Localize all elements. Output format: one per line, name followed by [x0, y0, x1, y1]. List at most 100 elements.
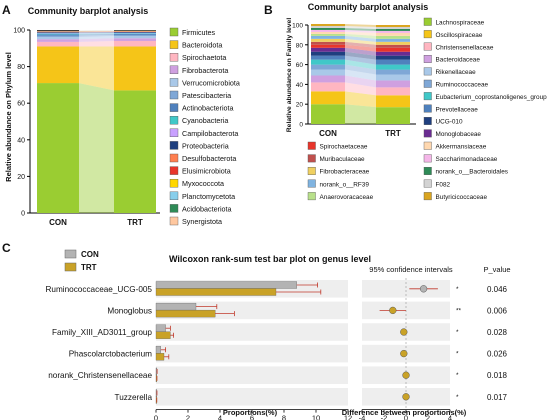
y-tick-label: 0: [21, 211, 25, 218]
legend-swatch-proteobacteria: [169, 141, 179, 150]
ci-point-norank-christensenellaceae: [402, 371, 410, 379]
bar-segment-trt-campilobacterota: [114, 32, 156, 34]
bar-segment-trt-monoglobaceae: [376, 51, 410, 56]
bar-link-campilobacterota: [79, 32, 114, 34]
legend-swatch-prevotellaceae: [423, 104, 432, 113]
y-tick-label: 100: [292, 23, 303, 30]
bar-link-ruminococcaceae: [345, 64, 376, 75]
legend-swatch-verrucomicrobiota: [169, 78, 179, 87]
legend-label-akkermansiaceae: Akkermansiaceae: [436, 144, 487, 151]
bar-link-ucg-010: [345, 51, 376, 60]
bar-segment-con-lachnospiraceae: [311, 104, 345, 124]
legend-label-campilobacterota: Campilobacterota: [182, 129, 238, 138]
bar-link-monoglobaceae: [345, 47, 376, 56]
bar-con-norank-christensenellaceae: [155, 367, 157, 376]
bar-link-norank-o-bacteroidales: [345, 27, 376, 31]
y-tick-label: 80: [296, 42, 304, 49]
bar-link-spirochaetota: [79, 40, 114, 47]
bar-link-fibrobacteraceae: [345, 38, 376, 45]
ci-x-tick-label: -4: [359, 414, 366, 420]
bar-link-rikenellaceae: [345, 69, 376, 81]
panel-label-a: A: [2, 3, 11, 17]
legend-label-spirochaetaceae: Spirochaetaceae: [320, 144, 368, 151]
y-tick-label: 60: [296, 62, 304, 69]
chart-a-bars: [37, 30, 156, 213]
legend-label-synergistota: Synergistota: [182, 217, 222, 226]
bar-trt-family-xiii-ad3011-group: [155, 331, 171, 339]
legend-swatch-saccharimonadaceae: [423, 154, 432, 163]
chart-b-title: Community barplot analysis: [308, 2, 429, 12]
bar-segment-trt-norank-o-rf39: [376, 38, 410, 42]
bar-segment-trt-christensenellaceae: [376, 87, 410, 96]
category-label-tuzzerella: Tuzzerella: [115, 393, 153, 402]
y-tick-label: 40: [296, 82, 304, 89]
x-tick-label: 6: [250, 414, 254, 420]
ci-x-tick-label: 0: [404, 414, 408, 420]
legend-swatch-planctomycetota: [169, 191, 179, 201]
legend-label-eubacterium-coprostanoligenes-group: Eubacterium_coprostanoligenes_group: [436, 94, 548, 101]
p-value-label: 0.018: [487, 371, 508, 380]
ci-point-monoglobus: [389, 306, 397, 315]
ci-point-family-xiii-ad3011-group: [400, 328, 408, 336]
p-value-label: 0.006: [487, 306, 508, 315]
bar-link-akkermansiaceae: [345, 31, 376, 36]
legend-label-bacteroidaceae: Bacteroidaceae: [436, 57, 481, 64]
row-band-norank-christensenellaceae: [156, 366, 348, 384]
bar-segment-con-f082: [311, 25, 345, 28]
legend-swatch-desulfobacterota: [169, 153, 179, 163]
significance-mark: *: [456, 286, 459, 293]
bar-segment-trt-firmicutes: [114, 90, 156, 213]
bar-segment-con-norank-o-rf39: [311, 35, 345, 39]
bar-link-prevotellaceae: [345, 55, 376, 65]
bar-segment-trt-prevotellaceae: [376, 59, 410, 65]
legend-label-lachnospiraceae: Lachnospiraceae: [436, 20, 485, 27]
bar-segment-trt-ucg-010: [376, 55, 410, 60]
x-tick-label: 10: [312, 414, 320, 420]
bar-link-verrucomicrobiota: [79, 36, 114, 40]
legend-label-spirochaetota: Spirochaetota: [182, 53, 226, 62]
y-tick-label: 100: [13, 28, 25, 35]
legend-swatch-oscillospiraceae: [423, 30, 432, 39]
chart-a-ylabel: Relative abundance on Phylum level: [4, 52, 13, 182]
x-category-label: CON: [49, 218, 67, 227]
legend-swatch-lachnospiraceae: [423, 17, 432, 26]
row-band-phascolarctobacterium: [156, 344, 348, 363]
legend-swatch-cyanobacteria: [169, 115, 179, 125]
chart-c-ci: * 0.046 ** 0.006 * 0.028 * 0.026 * 0.018 * 0.017 -4 -…: [359, 278, 508, 420]
bar-link-lachnospiraceae: [345, 104, 376, 124]
legend-swatch-eubacterium-coprostanoligenes-group: [423, 92, 432, 101]
legend-label-elusimicrobiota: Elusimicrobiota: [182, 167, 231, 176]
bar-segment-trt-spirochaetaceae: [376, 47, 410, 52]
bar-segment-con-norank-o-bacteroidales: [311, 27, 345, 30]
bar-link-actinobacteriota: [79, 34, 114, 36]
bar-segment-con-verrucomicrobiota: [37, 36, 79, 40]
legend-label-prevotellaceae: Prevotellaceae: [436, 106, 479, 113]
y-tick-label: 0: [299, 122, 303, 129]
legend-label-verrucomicrobiota: Verrucomicrobiota: [182, 78, 240, 87]
bar-segment-con-butyricicoccaceae: [311, 24, 345, 26]
bar-segment-trt-bacteroidaceae: [376, 80, 410, 88]
bar-link-saccharimonadaceae: [345, 29, 376, 33]
bar-trt-phascolarctobacterium: [155, 353, 165, 361]
bar-segment-con-patescibacteria: [37, 35, 79, 37]
x-category-label: TRT: [127, 218, 143, 227]
legend-swatch-norank-o-bacteroidales: [423, 166, 432, 175]
legend-label-fibrobacteraceae: Fibrobacteraceae: [320, 169, 370, 176]
y-tick-label: 40: [17, 137, 25, 144]
bar-segment-con-proteobacteria: [37, 32, 79, 33]
legend-label-f082: F082: [436, 181, 451, 188]
bar-segment-trt-patescibacteria: [114, 34, 156, 37]
ci-row-band-ruminococcaceae-ucg-005: [362, 280, 450, 298]
legend-label-muribaculaceae: Muribaculaceae: [320, 156, 366, 163]
panel-b: B Community barplot analysis Relative ab…: [264, 2, 547, 201]
legend-swatch-christensenellaceae: [423, 42, 432, 51]
legend-swatch-f082: [423, 179, 432, 188]
bar-link-eubacterium-coprostanoligenes-group: [345, 59, 376, 70]
bar-segment-con-fibrobacteraceae: [311, 38, 345, 42]
legend-swatch-spirochaetota: [169, 53, 179, 62]
chart-c-xlabel: Proportions(%): [223, 408, 278, 417]
bar-segment-trt-proteobacteria: [114, 32, 156, 33]
chart-c-pvalue-header: P_value: [483, 265, 510, 274]
legend-label-myxococcota: Myxococcota: [182, 179, 224, 188]
